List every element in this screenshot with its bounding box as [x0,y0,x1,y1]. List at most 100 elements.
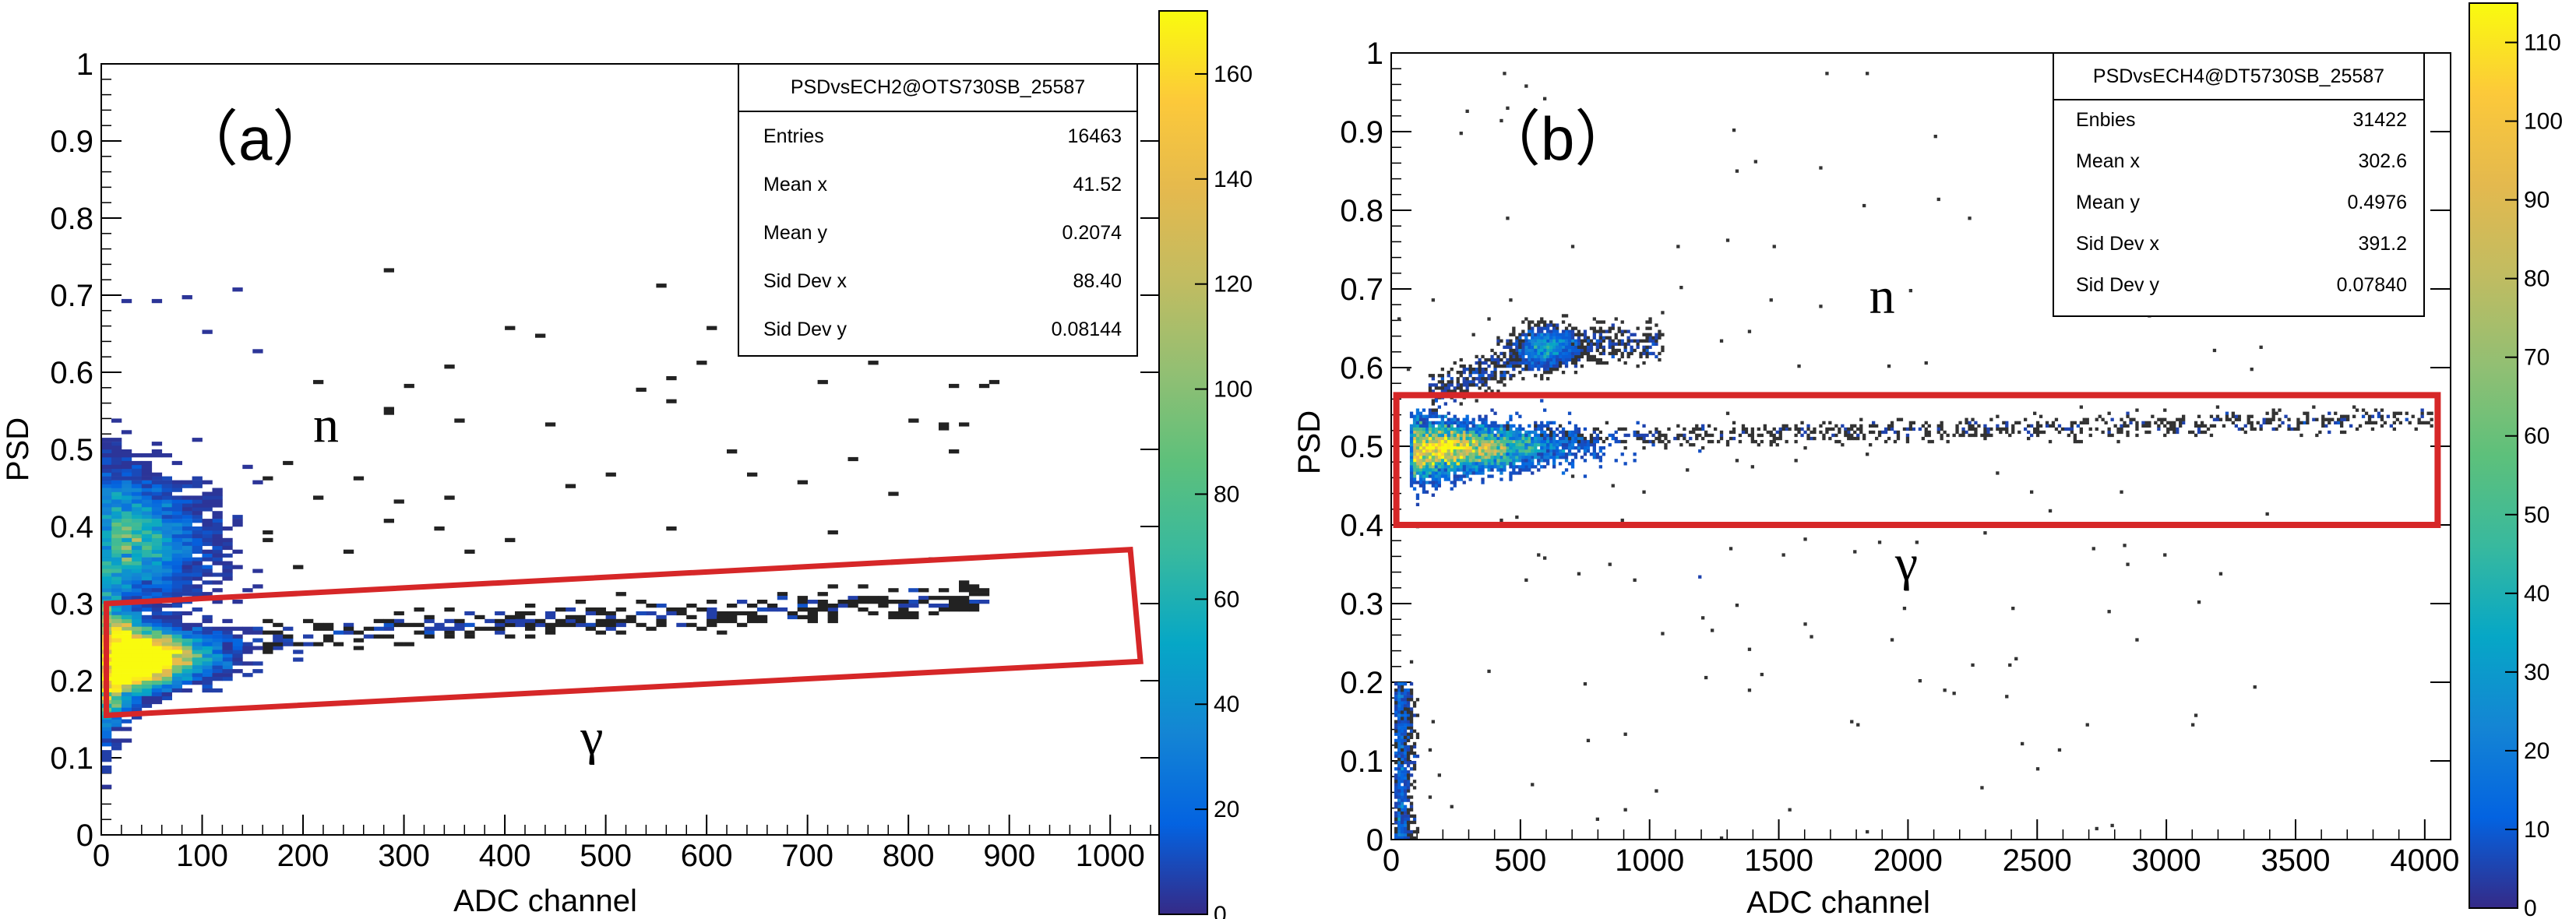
y-tick-label: 0 [1366,823,1383,857]
heatmap-bin [1503,456,1506,460]
heatmap-bin [1701,446,1705,450]
heatmap-bin [1570,345,1575,349]
heatmap-bin [1543,368,1547,371]
heatmap-bin [161,561,172,565]
heatmap-bin [1400,720,1404,724]
heatmap-bin [1602,329,1605,333]
heatmap-bin [2116,427,2120,431]
heatmap-bin [1487,433,1491,438]
heatmap-bin [1608,329,1612,333]
heatmap-bin [1400,792,1404,796]
heatmap-bin [1844,430,1848,435]
heatmap-bin [181,646,192,650]
heatmap-bin [1425,456,1429,460]
heatmap-bin [1803,446,1807,450]
heatmap-bin [1503,443,1506,447]
heatmap-bin [1661,311,1665,315]
heatmap-bin [1397,732,1401,736]
heatmap-bin [1598,320,1602,324]
heatmap-bin [161,503,172,508]
heatmap-bin [797,480,808,484]
heatmap-bin [1415,459,1420,463]
heatmap-bin [918,588,929,593]
heatmap-bin [1400,701,1404,705]
heatmap-bin [131,476,143,481]
heatmap-bin [1608,562,1612,566]
heatmap-bin [1692,427,1696,431]
heatmap-bin [1509,456,1513,460]
heatmap-bin [151,661,163,666]
heatmap-bin [171,537,182,543]
heatmap-bin [1509,377,1513,381]
heatmap-bin [1549,357,1553,362]
heatmap-bin [1552,323,1556,327]
heatmap-bin [1531,345,1535,349]
heatmap-bin [1465,443,1469,447]
heatmap-bin [1573,354,1578,359]
heatmap-bin [1403,713,1408,717]
heatmap-bin [1884,430,1888,435]
heatmap-bin [1487,459,1491,463]
heatmap-bin [151,484,163,488]
heatmap-bin [101,765,112,770]
heatmap-bin [1534,430,1538,435]
heatmap-bin [2373,408,2378,412]
heatmap-bin [959,596,970,600]
heatmap-bin [141,661,153,666]
heatmap-bin [1406,723,1411,727]
heatmap-bin [1443,433,1447,438]
heatmap-bin [2079,427,2083,431]
heatmap-bin [1412,704,1417,708]
heatmap-bin [2163,417,2167,421]
heatmap-bin [1968,424,1972,428]
heatmap-bin [1440,449,1444,453]
heatmap-bin [777,607,788,612]
heatmap-bin [1570,443,1575,447]
heatmap-bin [1412,430,1417,435]
heatmap-bin [1546,433,1550,438]
heatmap-bin [1493,459,1497,463]
heatmap-bin [111,553,122,558]
heatmap-bin [2306,417,2310,421]
heatmap-bin [141,607,153,612]
heatmap-bin [121,727,132,731]
heatmap-bin [1415,468,1420,472]
heatmap-bin [1611,354,1615,359]
heatmap-bin [1456,433,1460,438]
heatmap-bin [2234,414,2238,418]
heatmap-bin [141,626,153,631]
heatmap-bin [1968,433,1972,438]
heatmap-bin [1875,436,1879,441]
heatmap-bin [131,703,143,708]
heatmap-bin [959,604,970,608]
heatmap-bin [1450,380,1454,384]
heatmap-bin [1636,342,1640,346]
heatmap-bin [1412,417,1417,421]
heatmap-bin [222,661,233,666]
heatmap-bin [1468,430,1472,435]
colorbar-tick-label: 90 [2524,188,2550,213]
heatmap-bin [2035,767,2040,771]
heatmap-bin [1394,729,1398,733]
heatmap-bin [171,622,182,628]
a-neutron-label: n [313,396,339,453]
heatmap-bin [2200,424,2204,428]
heatmap-bin [898,600,909,604]
heatmap-bin [848,604,858,608]
heatmap-bin [1481,354,1485,359]
heatmap-bin [1481,449,1485,453]
heatmap-bin [1524,449,1528,453]
heatmap-bin [2113,424,2117,428]
heatmap-bin [141,476,153,481]
heatmap-bin [181,650,192,654]
heatmap-bin [1639,433,1643,438]
heatmap-bin [202,650,213,654]
heatmap-bin [1465,452,1469,456]
heatmap-bin [232,549,243,554]
heatmap-bin [1725,443,1730,447]
heatmap-bin [161,476,172,481]
heatmap-bin [1499,427,1503,431]
b-panel-label: （b） [1480,104,1635,173]
heatmap-bin [1537,368,1541,371]
heatmap-bin [1512,468,1516,472]
